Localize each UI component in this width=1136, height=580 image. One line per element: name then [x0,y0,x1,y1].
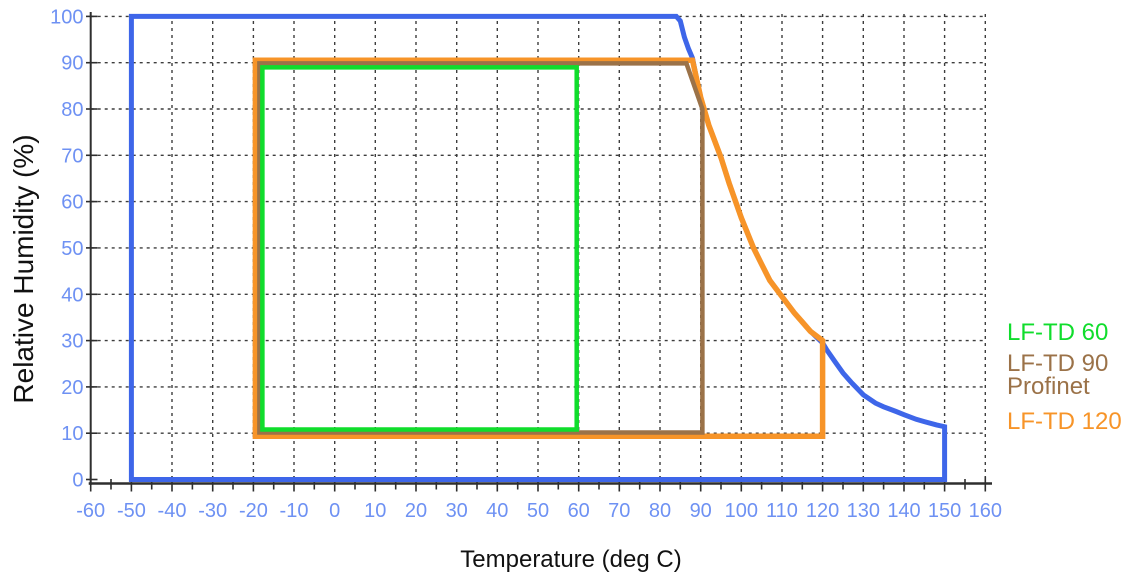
y-tick-label: 20 [61,377,83,399]
tick-labels: -60 -50 -40 -30 -20 -10 0 10 20 30 40 50 60 70 80 90 100… [50,6,1002,522]
x-tick-label: 50 [527,500,549,522]
legend-item-lf-td-90-profinet: LF-TD 90 Profinet [1007,350,1109,400]
series-lf-td-90-profinet [257,61,705,435]
x-tick-label: 40 [486,500,508,522]
x-tick-label: 140 [887,500,920,522]
x-axis-title: Temperature (deg C) [460,546,682,573]
y-tick-label: 100 [50,6,83,28]
y-tick-label: 30 [61,331,83,353]
legend-label: Profinet [1007,373,1090,400]
x-tick-label: -40 [158,500,187,522]
legend-label: LF-TD 60 [1007,319,1109,346]
x-tick-label: 150 [928,500,961,522]
series-lf-td-120 [252,57,826,439]
legend-label: LF-TD 90 [1007,350,1109,377]
x-tick-label: -50 [117,500,146,522]
x-tick-label: -30 [198,500,227,522]
x-tick-label: 130 [847,500,880,522]
legend: LF-TD 60 LF-TD 90 Profinet LF-TD 120 [1005,0,1136,580]
y-tick-label: 80 [61,99,83,121]
x-tick-label: 60 [568,500,590,522]
y-tick-label: 50 [61,238,83,260]
y-tick-label: 90 [61,53,83,75]
x-tick-label: 20 [405,500,427,522]
y-tick-label: 60 [61,192,83,214]
legend-item-lf-td-60: LF-TD 60 [1007,319,1109,346]
x-tick-label: 100 [725,500,758,522]
y-axis-title: Relative Humidity (%) [8,134,39,404]
series-lf-td-60 [260,65,579,432]
y-tick-label: 0 [72,470,83,492]
tick-marks [86,15,987,492]
x-tick-label: -60 [76,500,105,522]
x-tick-label: 70 [608,500,630,522]
x-tick-label: 120 [806,500,839,522]
series [128,13,948,482]
x-tick-label: 0 [329,500,340,522]
x-tick-label: -10 [280,500,309,522]
y-tick-label: 40 [61,284,83,306]
x-tick-label: 110 [766,500,798,522]
x-tick-label: 160 [969,500,1002,522]
x-tick-label: 90 [690,500,712,522]
y-tick-label: 70 [61,145,83,167]
legend-label: LF-TD 120 [1007,408,1122,435]
gridlines [90,14,987,481]
x-tick-label: -20 [239,500,268,522]
x-tick-label: 80 [649,500,671,522]
x-tick-label: 30 [446,500,468,522]
legend-item-lf-td-120: LF-TD 120 [1007,408,1122,435]
x-tick-label: 10 [364,500,386,522]
y-tick-label: 10 [61,423,83,445]
